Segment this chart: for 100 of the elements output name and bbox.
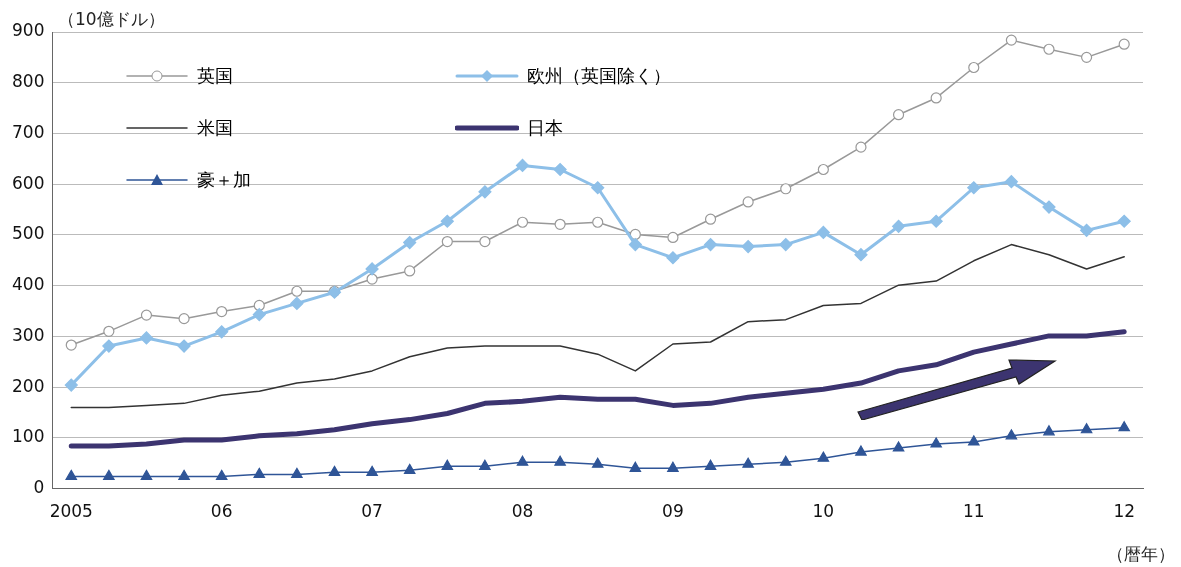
point xyxy=(817,451,830,462)
point xyxy=(177,339,191,353)
point xyxy=(1043,43,1055,55)
point xyxy=(366,273,378,285)
point xyxy=(515,158,530,173)
y-tick-label: 100 xyxy=(11,426,45,447)
point xyxy=(478,185,492,199)
point xyxy=(855,141,867,153)
point xyxy=(667,461,679,472)
point xyxy=(930,437,942,448)
point xyxy=(65,469,78,481)
y-tick-label: 700 xyxy=(11,121,45,142)
point xyxy=(554,218,566,230)
y-tick-label: 300 xyxy=(11,324,45,345)
point xyxy=(779,455,792,466)
point xyxy=(592,216,604,228)
point xyxy=(140,469,153,481)
x-tick-label: 08 xyxy=(511,501,534,522)
point xyxy=(628,237,642,252)
point xyxy=(365,262,379,276)
x-tick-label: 11 xyxy=(962,501,985,522)
y-tick-label: 400 xyxy=(11,274,45,295)
x-axis-title: （暦年） xyxy=(1107,543,1175,566)
point xyxy=(591,181,605,195)
point xyxy=(1005,429,1018,440)
point xyxy=(1080,423,1093,434)
point xyxy=(629,461,642,472)
point xyxy=(253,299,265,312)
point xyxy=(929,214,943,228)
y-axis-title: （10億ドル） xyxy=(58,8,165,31)
legend-label: 豪＋加 xyxy=(197,168,251,192)
point xyxy=(252,307,266,322)
point xyxy=(742,196,754,208)
point xyxy=(967,181,981,195)
legend-label: 米国 xyxy=(197,116,233,140)
point xyxy=(103,325,115,337)
point xyxy=(139,331,154,345)
point xyxy=(817,163,829,176)
point xyxy=(892,109,905,121)
point xyxy=(328,465,341,476)
point xyxy=(253,467,266,478)
point xyxy=(855,445,867,456)
legend-label: 英国 xyxy=(197,64,233,88)
point xyxy=(968,61,980,74)
point xyxy=(891,219,906,233)
point xyxy=(779,237,793,252)
point xyxy=(65,339,77,351)
point xyxy=(703,237,718,252)
point xyxy=(629,228,641,241)
point xyxy=(403,235,417,250)
x-tick-label: 09 xyxy=(662,501,684,522)
x-tick-label: 07 xyxy=(361,501,383,522)
point xyxy=(403,463,416,474)
point xyxy=(64,378,78,392)
point xyxy=(967,435,980,446)
point xyxy=(1118,38,1130,50)
y-tick-label: 600 xyxy=(11,172,45,193)
point xyxy=(216,305,228,318)
x-tick-label: 2005 xyxy=(49,501,93,522)
legend-label: 欧州（英国除く） xyxy=(527,64,671,88)
point xyxy=(1042,200,1056,214)
point xyxy=(441,235,453,248)
point xyxy=(1080,51,1093,63)
point xyxy=(102,339,116,353)
x-tick-label: 10 xyxy=(812,501,835,522)
point xyxy=(930,92,942,104)
y-tick-label: 800 xyxy=(11,71,45,92)
point xyxy=(215,325,229,339)
point xyxy=(1117,214,1131,228)
point xyxy=(1043,425,1055,436)
point xyxy=(140,309,153,321)
legend-label: 日本 xyxy=(527,116,563,140)
point xyxy=(854,248,868,262)
point xyxy=(1004,175,1018,189)
point xyxy=(816,225,830,239)
point xyxy=(103,469,115,481)
point xyxy=(667,231,679,244)
point xyxy=(440,214,454,228)
point xyxy=(554,455,566,466)
x-tick-label: 06 xyxy=(210,501,233,522)
point xyxy=(704,213,717,225)
point xyxy=(215,469,228,481)
y-tick-label: 500 xyxy=(11,223,45,244)
y-tick-label: 200 xyxy=(11,375,45,396)
point xyxy=(591,457,604,468)
point xyxy=(666,251,680,265)
point xyxy=(404,265,416,277)
point xyxy=(516,216,529,228)
point xyxy=(291,285,303,297)
point xyxy=(366,465,378,476)
point xyxy=(516,455,529,466)
y-tick-label: 0 xyxy=(33,477,45,498)
point xyxy=(741,240,755,254)
point xyxy=(892,441,905,452)
point xyxy=(1079,223,1094,237)
point xyxy=(441,459,454,470)
point xyxy=(290,296,304,311)
point xyxy=(178,469,190,481)
point xyxy=(704,459,717,470)
point xyxy=(178,313,190,325)
